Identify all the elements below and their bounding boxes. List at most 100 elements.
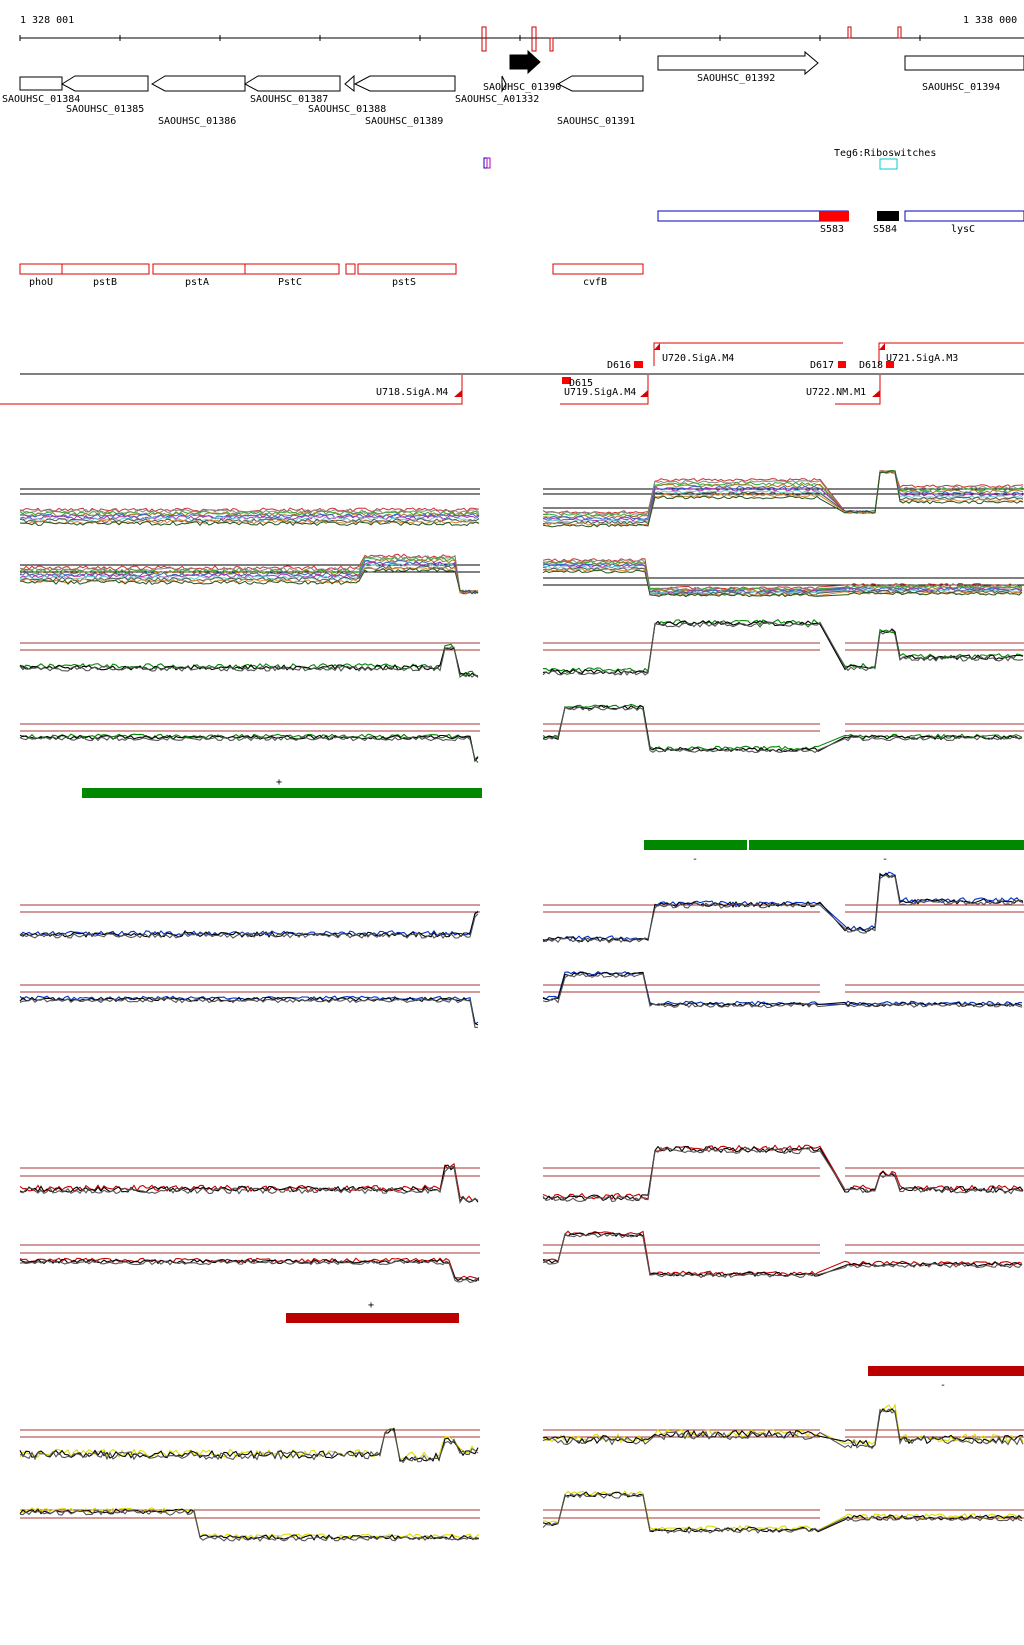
red-plus-region[interactable]: [286, 1313, 459, 1323]
coordinate-ruler: 1 328 001 1 338 000: [19, 15, 1024, 52]
expression-profile: [542, 704, 1023, 753]
expression-profile: [542, 470, 1024, 525]
green-plus-region[interactable]: [82, 788, 482, 798]
green-minus-region[interactable]: [644, 840, 747, 850]
expression-tracks: [19, 469, 1024, 1542]
expression-profile: [19, 516, 480, 522]
operon-PstC[interactable]: [244, 263, 340, 275]
green-minus-region[interactable]: [749, 840, 1024, 850]
expression-profile: [543, 559, 1023, 591]
tss-label[interactable]: U720.SigA.M4: [662, 353, 734, 364]
gene-label: SAOUHSC_01384: [2, 94, 80, 105]
gene-SAOUHSC_01386[interactable]: SAOUHSC_01386: [150, 75, 246, 127]
srna-lysC[interactable]: [904, 210, 1024, 222]
expression-profile: [542, 621, 1024, 676]
tss-label[interactable]: U721.SigA.M3: [886, 353, 958, 364]
expression-profile: [542, 874, 1024, 944]
expression-profile: [542, 469, 1024, 524]
gene-SAOUHSC_01384[interactable]: SAOUHSC_01384: [2, 76, 80, 105]
gene-label: SAOUHSC_01385: [66, 104, 144, 115]
expression-profile: [542, 618, 1024, 674]
expression-profile: [19, 1428, 479, 1464]
svg-text:pstA: pstA: [185, 277, 209, 288]
expression-profile: [19, 555, 479, 595]
riboswitch-box[interactable]: [879, 158, 898, 170]
gene-label: SAOUHSC_01388: [308, 104, 386, 115]
operon-pstB[interactable]: [61, 263, 150, 275]
expression-profile: [19, 910, 479, 937]
gene-SAOUHSC_01390[interactable]: SAOUHSC_01390: [483, 49, 561, 93]
svg-text:pstS: pstS: [392, 277, 416, 288]
expression-profile: [542, 973, 1023, 1009]
gene-label: SAOUHSC_01392: [697, 73, 775, 84]
expression-profile: [542, 1144, 1024, 1200]
operon-cvfB[interactable]: [552, 263, 644, 275]
expression-profile: [19, 997, 479, 1028]
expression-profile: [19, 1260, 480, 1284]
expression-profile: [542, 1492, 1023, 1534]
operon-labels: phoU pstB pstA PstC pstS cvfB: [29, 277, 607, 288]
srna-S584[interactable]: [877, 211, 899, 221]
expression-profile: [542, 470, 1024, 522]
gene-label: SAOUHSC_01387: [250, 94, 328, 105]
expression-profile: [542, 569, 1023, 598]
expression-profile: [19, 735, 479, 763]
gene-SAOUHSC_01394[interactable]: SAOUHSC_01394: [904, 55, 1024, 93]
expression-profile: [19, 510, 480, 516]
svg-text:-: -: [882, 854, 888, 865]
expression-profile: [19, 646, 479, 678]
svg-text:-: -: [940, 1380, 946, 1391]
region-bars: + - - + -: [82, 777, 1024, 1391]
expression-profile: [542, 470, 1024, 528]
gene-SAOUHSC_01385[interactable]: SAOUHSC_01385: [60, 75, 149, 115]
expression-profile: [19, 1162, 479, 1201]
gene-label: SAOUHSC_01391: [557, 116, 635, 127]
expression-profile: [542, 470, 1024, 520]
expression-profile: [542, 1146, 1024, 1203]
expression-profile: [19, 564, 479, 595]
expression-profile: [19, 1508, 480, 1541]
expression-profile: [542, 871, 1024, 942]
tss-track: D616 U720.SigA.M4 D617 D618 U721.SigA.M3…: [0, 342, 1024, 405]
svg-text:-: -: [692, 854, 698, 865]
expression-profile: [19, 1258, 480, 1282]
tss-label[interactable]: U722.NM.M1: [806, 387, 866, 398]
expression-profile: [542, 1232, 1023, 1278]
gene-SAOUHSC_A01332[interactable]: SAOUHSC_A01332: [455, 75, 539, 105]
operon-pstA[interactable]: [152, 263, 246, 275]
srna-label: lysC: [951, 224, 975, 235]
srna-label: S584: [873, 224, 897, 235]
srna-track: S583 S584 lysC: [657, 210, 1024, 235]
expression-profile: [542, 558, 1023, 591]
red-minus-region[interactable]: [868, 1366, 1024, 1376]
gene-label: SAOUHSC_01390: [483, 82, 561, 93]
expression-profile: [19, 643, 479, 677]
gene-SAOUHSC_01387[interactable]: SAOUHSC_01387: [243, 75, 341, 105]
gene-SAOUHSC_01391[interactable]: SAOUHSC_01391: [556, 75, 644, 127]
operon-track: [19, 263, 644, 275]
expression-profile: [19, 1165, 479, 1205]
expression-profile: [542, 971, 1023, 1008]
expression-profile: [542, 620, 1024, 675]
gene-SAOUHSC_01389[interactable]: SAOUHSC_01389: [353, 75, 456, 127]
srna-S583[interactable]: [819, 211, 849, 221]
operon-phoU[interactable]: [19, 263, 63, 275]
tss-label[interactable]: U718.SigA.M4: [376, 387, 448, 398]
tss-label[interactable]: D618: [859, 360, 883, 371]
tss-label[interactable]: D617: [810, 360, 834, 371]
gene-SAOUHSC_01388[interactable]: SAOUHSC_01388: [308, 74, 386, 115]
operon-pstS[interactable]: [357, 263, 457, 275]
expression-profile: [19, 1427, 479, 1462]
expression-profile: [542, 1408, 1024, 1450]
svg-text:+: +: [368, 1300, 374, 1311]
tss-label[interactable]: D615: [569, 378, 593, 389]
gene-SAOUHSC_01392[interactable]: SAOUHSC_01392: [657, 50, 819, 84]
tss-label[interactable]: U719.SigA.M4: [564, 387, 636, 398]
expression-profile: [19, 733, 479, 761]
tss-label[interactable]: D616: [607, 360, 631, 371]
expression-profile: [19, 1427, 479, 1461]
ruler-start-label: 1 328 001: [20, 15, 74, 26]
svg-text:+: +: [276, 777, 282, 788]
